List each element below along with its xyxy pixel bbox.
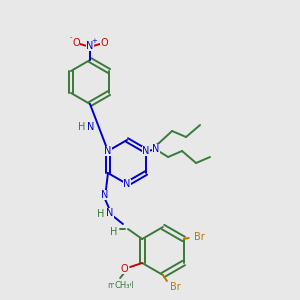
Text: O: O (100, 38, 108, 48)
Text: O: O (72, 38, 80, 48)
Text: -: - (70, 34, 72, 40)
Text: H: H (110, 227, 118, 237)
Text: O: O (120, 264, 128, 274)
Text: Br: Br (194, 232, 205, 242)
Text: methyl: methyl (107, 281, 134, 290)
Text: N: N (142, 146, 150, 156)
Text: H: H (97, 209, 105, 219)
Text: N: N (106, 208, 114, 218)
Text: Br: Br (169, 282, 180, 292)
Text: N: N (104, 146, 112, 156)
Text: N: N (152, 144, 160, 154)
Text: N: N (123, 179, 131, 189)
Text: CH₃: CH₃ (114, 281, 130, 290)
Text: N: N (86, 41, 94, 51)
Text: N: N (87, 122, 95, 133)
Text: N: N (101, 190, 109, 200)
Text: +: + (91, 38, 97, 44)
Text: H: H (78, 122, 86, 133)
